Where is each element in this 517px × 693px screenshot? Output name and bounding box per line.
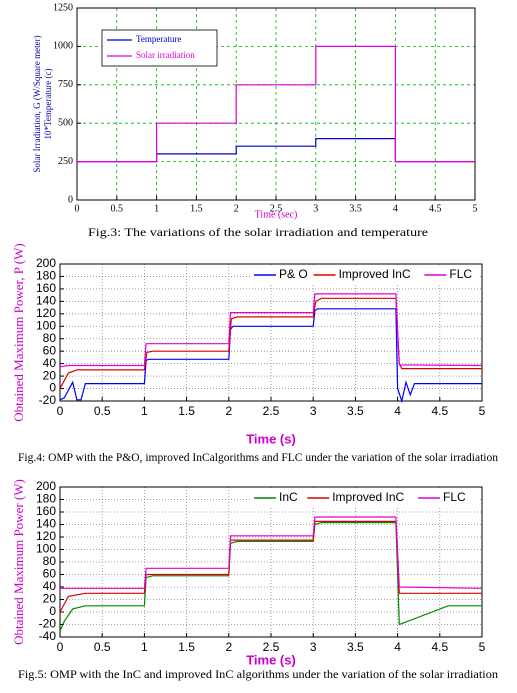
x-tick-label: 3.5 — [349, 203, 362, 214]
y-tick-label: 60 — [43, 343, 57, 357]
y-tick-label: 140 — [36, 294, 56, 308]
x-tick-label: 5 — [479, 640, 486, 654]
x-tick-label: 5 — [473, 203, 478, 214]
x-tick-label: 2.5 — [270, 203, 283, 214]
y-tick-label: 20 — [43, 368, 57, 382]
x-tick-label: 1 — [154, 203, 159, 214]
x-tick-label: 0.5 — [94, 640, 111, 654]
x-tick-label: 4.5 — [429, 203, 442, 214]
y-tick-label: 120 — [36, 306, 56, 320]
legend-label: InC — [279, 490, 298, 504]
y-tick-label: 0 — [49, 381, 56, 395]
x-tick-label: 5 — [479, 404, 486, 418]
y-tick-label: 60 — [43, 567, 57, 581]
x-tick-label: 0.5 — [94, 404, 111, 418]
y-tick-label: 160 — [36, 504, 56, 518]
figure-caption: Fig.4: OMP with the P&O, improved InCalg… — [18, 450, 498, 464]
x-tick-label: 3.5 — [347, 640, 364, 654]
y-tick-label: 100 — [36, 318, 56, 332]
y-axis-label: Solar Irradiation, G (W/Square meter) — [32, 35, 42, 172]
series-line — [77, 45, 475, 163]
x-tick-label: 4 — [394, 640, 401, 654]
y-axis-label: Obtained Maximum Power, P (W) — [11, 243, 26, 421]
x-tick-label: 0.5 — [111, 203, 124, 214]
x-axis-label: Time (s) — [246, 431, 296, 446]
y-tick-label: -40 — [39, 629, 57, 643]
x-tick-label: 1.5 — [178, 404, 195, 418]
x-tick-label: 1 — [141, 640, 148, 654]
y-tick-label: 500 — [58, 117, 73, 128]
plot-area — [60, 264, 482, 401]
legend-label: P& O — [279, 267, 308, 281]
x-tick-label: 2.5 — [263, 404, 280, 418]
y-tick-label: 750 — [58, 79, 73, 90]
x-tick-label: 0 — [57, 404, 64, 418]
x-tick-label: 3.5 — [347, 404, 364, 418]
y-tick-label: 200 — [36, 479, 56, 493]
y-tick-label: 0 — [49, 604, 56, 618]
x-tick-label: 3 — [313, 203, 318, 214]
plot-frame — [76, 7, 476, 201]
x-tick-label: 0 — [57, 640, 64, 654]
x-tick-label: 4.5 — [431, 640, 448, 654]
legend-box — [250, 266, 480, 284]
legend-label: FLC — [443, 490, 466, 504]
y-tick-label: 200 — [36, 256, 56, 270]
y-tick-label: 80 — [43, 554, 57, 568]
legend-label: FLC — [449, 267, 472, 281]
x-tick-label: 4 — [393, 203, 398, 214]
legend-label: Improved InC — [339, 267, 411, 281]
plot-frame — [59, 486, 483, 638]
x-tick-label: 1.5 — [178, 640, 195, 654]
legend-box — [101, 29, 218, 67]
y-tick-label: -20 — [39, 393, 57, 407]
figure-caption: Fig.5: OMP with the InC and improved InC… — [18, 667, 498, 681]
x-tick-label: 2 — [225, 404, 232, 418]
x-tick-label: 1 — [141, 404, 148, 418]
y-tick-label: 120 — [36, 529, 56, 543]
x-tick-label: 2 — [234, 203, 239, 214]
x-tick-label: 1.5 — [190, 203, 203, 214]
y-tick-label: -20 — [39, 617, 57, 631]
plot-frame — [59, 263, 483, 402]
x-tick-label: 3 — [310, 404, 317, 418]
y-tick-label: 180 — [36, 269, 56, 283]
y-tick-label: 180 — [36, 492, 56, 506]
y-tick-label: 80 — [43, 331, 57, 345]
legend-label: Solar irradiation — [136, 50, 195, 60]
figure-caption: Fig.3: The variations of the solar irrad… — [88, 225, 428, 239]
y-tick-label: 140 — [36, 517, 56, 531]
legend-label: Improved InC — [332, 490, 404, 504]
y-tick-label: 160 — [36, 281, 56, 295]
y-tick-label: 20 — [43, 592, 57, 606]
y-tick-label: 250 — [58, 156, 73, 167]
series-line — [60, 516, 483, 589]
x-tick-label: 4.5 — [431, 404, 448, 418]
x-axis-label: Time (sec) — [255, 209, 298, 220]
series-line — [59, 293, 483, 368]
y-axis-label: Obtained Maximum Power (W) — [11, 479, 26, 645]
legend-box — [250, 489, 480, 507]
y-tick-label: 0 — [68, 194, 73, 205]
x-tick-label: 2.5 — [263, 640, 280, 654]
x-tick-label: 4 — [394, 404, 401, 418]
x-tick-label: 0 — [75, 203, 80, 214]
x-tick-label: 2 — [225, 640, 232, 654]
y-tick-label: 1250 — [53, 2, 73, 13]
y-axis-label: 10*Temperature (c) — [43, 68, 53, 139]
legend-label: Temperature — [136, 34, 181, 44]
y-tick-label: 100 — [36, 542, 56, 556]
y-tick-label: 40 — [43, 579, 57, 593]
x-axis-label: Time (s) — [246, 652, 296, 667]
y-tick-label: 40 — [43, 356, 57, 370]
y-tick-label: 1000 — [53, 41, 73, 52]
x-tick-label: 3 — [310, 640, 317, 654]
series-line — [59, 308, 482, 404]
